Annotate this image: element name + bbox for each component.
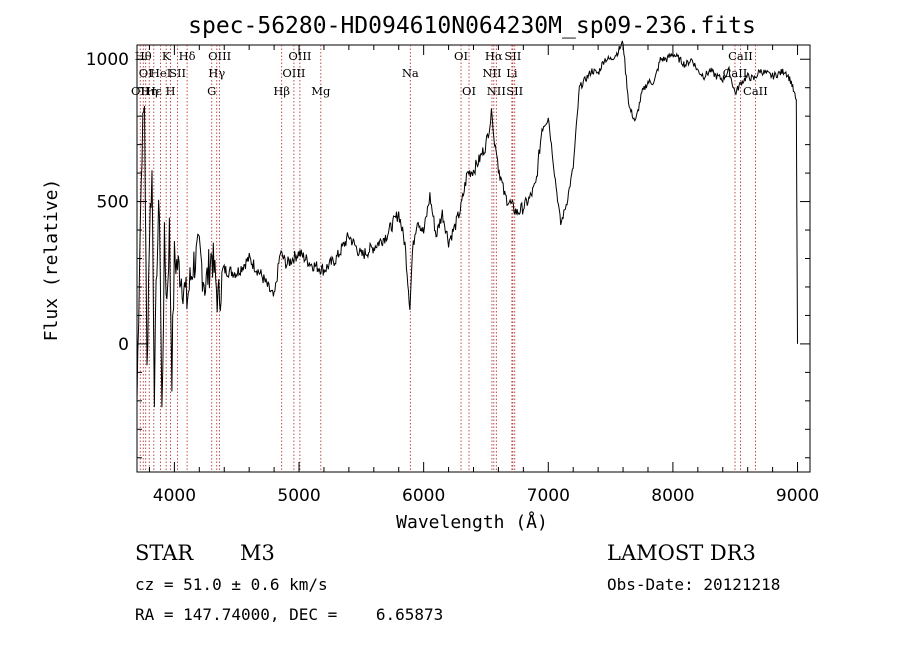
spectral-line-label: Hα (485, 49, 503, 63)
coordinates: RA = 147.74000, DEC = 6.65873 (135, 605, 443, 624)
y-axis-label: Flux (relative) (41, 179, 62, 342)
spectral-line-label: H (166, 84, 176, 98)
subclass: M3 (240, 541, 275, 565)
spectral-line-label: HeI (150, 66, 171, 80)
spectral-line-markers (139, 45, 756, 472)
plot-frame (136, 44, 811, 473)
spectral-line-label: CaII (728, 49, 753, 63)
spectral-line-label: SII (506, 84, 523, 98)
x-axis-label: Wavelength (Å) (396, 511, 548, 533)
spectral-line-label: OIII (208, 49, 231, 63)
x-tick-label: 4000 (153, 486, 196, 506)
spectral-line-label: Hγ (208, 66, 225, 80)
axis-tick-labels: 4000 5000 6000 7000 8000 9000 0 500 1000 (86, 50, 819, 506)
spectral-line-label: Na (402, 66, 419, 80)
spectral-line-label: OII (131, 84, 150, 98)
spectral-line-label: CaII (723, 66, 748, 80)
spectral-line-label: Hθ (135, 49, 152, 63)
observation-date: Obs-Date: 20121218 (607, 575, 780, 594)
y-tick-label: 1000 (86, 50, 129, 70)
spectral-line-label: Li (506, 66, 518, 80)
spectral-line-label: G (207, 84, 216, 98)
spectral-line-label: Hη (141, 84, 158, 98)
survey-name: LAMOST DR3 (607, 541, 756, 565)
spectral-line-label: Hβ (273, 84, 290, 98)
spectral-line-label: OI (454, 49, 468, 63)
x-tick-label: 7000 (527, 486, 570, 506)
spectral-line-label: NII (487, 84, 506, 98)
spectral-line-label: Hδ (179, 49, 196, 63)
y-tick-label: 500 (97, 193, 129, 213)
spectral-line-label: K (162, 49, 171, 63)
spectral-line-label: SII (504, 49, 521, 63)
spectral-line-label: NII (482, 66, 501, 80)
x-tick-label: 6000 (402, 486, 445, 506)
spectral-line-label: Hε (146, 84, 162, 98)
x-tick-label: 5000 (277, 486, 320, 506)
object-class: STAR (135, 541, 194, 565)
spectral-line-label: OI (139, 66, 153, 80)
spectral-line-label: OIII (288, 49, 311, 63)
flux-series-line (136, 40, 798, 408)
spectral-line-label: CaII (743, 84, 768, 98)
spectral-line-label: SII (169, 66, 186, 80)
redshift-value: cz = 51.0 ± 0.6 km/s (135, 575, 328, 594)
x-tick-label: 8000 (651, 486, 694, 506)
spectral-line-label: OI (462, 84, 476, 98)
spectral-line-label: OIII (282, 66, 305, 80)
axis-ticks (137, 45, 810, 472)
spectral-line-label: Mg (311, 84, 331, 98)
x-tick-label: 9000 (776, 486, 819, 506)
chart-title: spec-56280-HD094610N064230M_sp09-236.fit… (188, 13, 756, 39)
y-tick-label: 0 (118, 335, 129, 355)
